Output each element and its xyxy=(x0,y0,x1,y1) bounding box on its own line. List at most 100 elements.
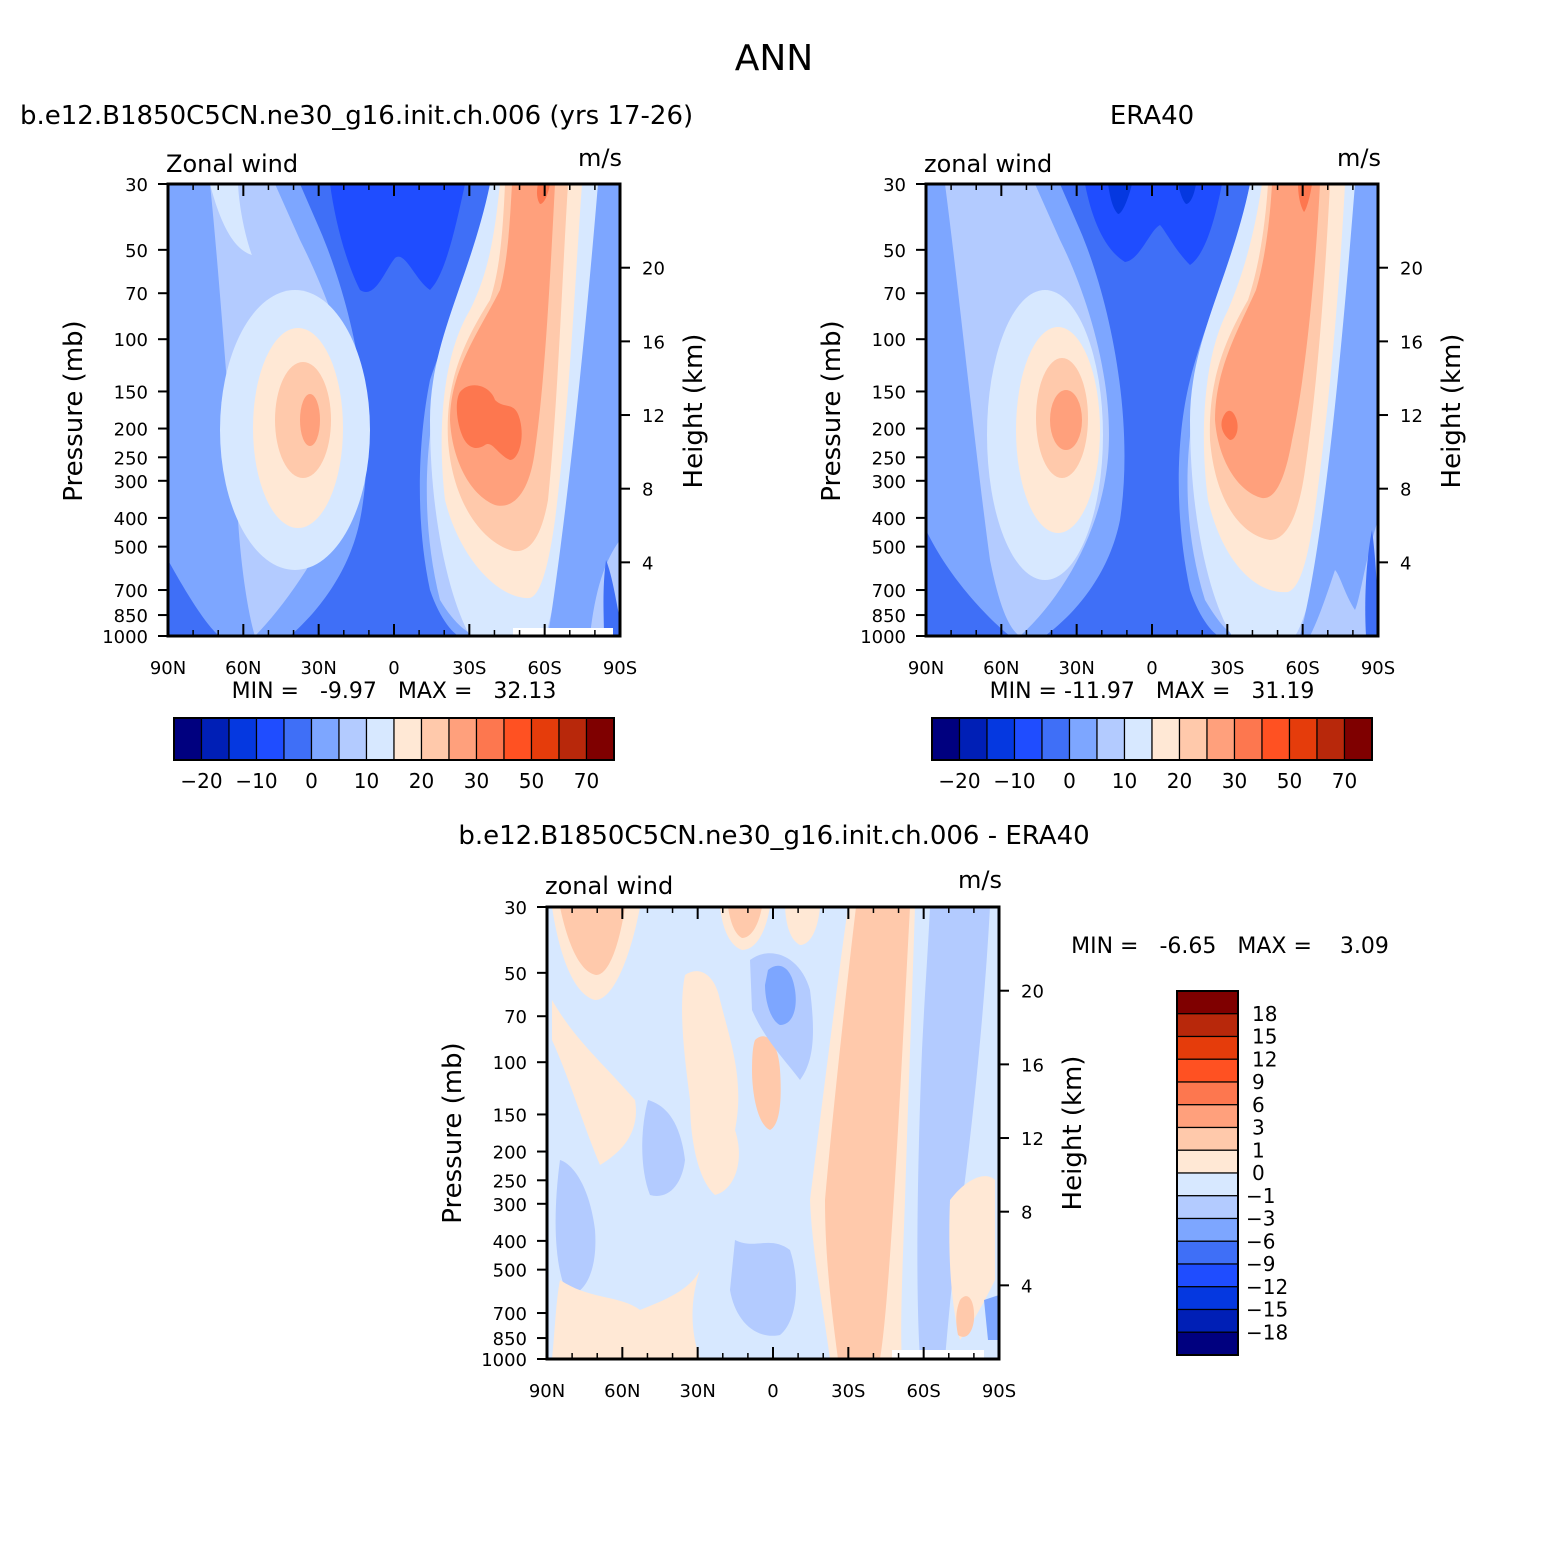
colorbar-label: 10 xyxy=(1112,769,1137,793)
contour-band xyxy=(765,965,796,1025)
colorbar-swatch xyxy=(1176,1331,1239,1356)
y2-tick-label: 12 xyxy=(1400,406,1423,427)
colorbar-label: 20 xyxy=(409,769,434,793)
contour-band xyxy=(1215,184,1320,499)
colorbar-swatch xyxy=(365,717,395,761)
colorbar-swatch xyxy=(958,717,988,761)
x-tick-label: 60N xyxy=(983,658,1019,679)
contour-band xyxy=(1221,410,1238,440)
contour-field xyxy=(926,184,1378,636)
colorbar-swatch xyxy=(1233,717,1263,761)
y2-tick-label: 20 xyxy=(1400,259,1423,280)
contour-band xyxy=(642,1100,685,1196)
colorbar-label: 10 xyxy=(354,769,379,793)
colorbar-swatch xyxy=(1343,717,1373,761)
colorbar-label: −20 xyxy=(180,769,222,793)
x-tick-label: 30S xyxy=(831,1381,865,1402)
y-tick-label: 850 xyxy=(493,1329,527,1350)
colorbar-label: 3 xyxy=(1252,1116,1265,1140)
contour-band xyxy=(210,184,252,255)
y-tick-label: 50 xyxy=(125,241,148,262)
contour-band xyxy=(1300,184,1378,636)
contour-band xyxy=(1365,530,1378,636)
colorbar-label: 20 xyxy=(1167,769,1192,793)
y-axis-label: Pressure (mb) xyxy=(438,1042,468,1223)
colorbar-label: 0 xyxy=(1252,1161,1265,1185)
page-title: ANN xyxy=(735,38,814,79)
colorbar-swatch xyxy=(173,717,203,761)
colorbar-label: −15 xyxy=(1246,1298,1288,1322)
y-tick-label: 1000 xyxy=(481,1350,527,1371)
x-tick-label: 90N xyxy=(908,658,944,679)
y-tick-label: 700 xyxy=(114,581,148,602)
colorbar-swatch xyxy=(585,717,615,761)
y-tick-label: 850 xyxy=(872,606,906,627)
colorbar-label: 70 xyxy=(574,769,599,793)
contour-band xyxy=(603,560,620,636)
contour-band xyxy=(825,907,910,1359)
units-label: m/s xyxy=(578,144,622,172)
y-tick-label: 30 xyxy=(883,175,906,196)
panel-difference: b.e12.B1850C5CN.ne30_g16.init.ch.006 - E… xyxy=(438,821,1389,1402)
x-tick-label: 90N xyxy=(529,1381,565,1402)
contour-band xyxy=(682,971,739,1195)
y-tick-label: 150 xyxy=(114,382,148,403)
y-axis-label: Pressure (mb) xyxy=(59,320,89,501)
x-tick-label: 30N xyxy=(1058,658,1094,679)
colorbar-label: 12 xyxy=(1252,1047,1277,1071)
colorbar-swatch xyxy=(1176,1172,1239,1197)
panel-title: ERA40 xyxy=(1110,101,1194,131)
colorbar-label: −1 xyxy=(1246,1184,1275,1208)
colorbar-swatch xyxy=(1068,717,1098,761)
y2-tick-label: 4 xyxy=(1021,1276,1032,1297)
y-tick-label: 1000 xyxy=(860,627,906,648)
x-tick-label: 0 xyxy=(1146,658,1157,679)
colorbar-label: 1 xyxy=(1252,1138,1265,1162)
colorbar-swatch xyxy=(1123,717,1153,761)
y-tick-label: 30 xyxy=(125,175,148,196)
y-tick-label: 100 xyxy=(872,330,906,351)
y-tick-label: 300 xyxy=(114,472,148,493)
y-tick-label: 150 xyxy=(872,382,906,403)
colorbar: −20 −10 0 10 20 30 50 70 xyxy=(931,717,1373,793)
colorbar-swatch xyxy=(1206,717,1236,761)
colorbar-frame xyxy=(1176,990,1239,1356)
colorbar-swatch xyxy=(1176,1286,1239,1311)
colorbar-label: −10 xyxy=(235,769,277,793)
contour-band xyxy=(728,907,762,938)
x-tick-label: 30S xyxy=(452,658,486,679)
colorbar-swatch xyxy=(931,717,961,761)
x-tick-label: 60N xyxy=(225,658,261,679)
y2-tick-label: 16 xyxy=(642,332,665,353)
y2-tick-label: 20 xyxy=(642,259,665,280)
contour-band xyxy=(555,1160,596,1295)
y2-axis-label: Height (km) xyxy=(1437,334,1467,489)
colorbar-label: 50 xyxy=(1277,769,1302,793)
y2-tick-label: 8 xyxy=(642,480,653,501)
panel-title: b.e12.B1850C5CN.ne30_g16.init.ch.006 (yr… xyxy=(20,101,693,131)
colorbar-swatch xyxy=(283,717,313,761)
contour-band xyxy=(1178,184,1196,204)
colorbar-label: 70 xyxy=(1332,769,1357,793)
colorbar-swatch xyxy=(1176,1081,1239,1106)
y-tick-label: 70 xyxy=(504,1007,527,1028)
colorbar-swatch xyxy=(393,717,423,761)
colorbar-swatch xyxy=(1176,990,1239,1015)
colorbar-label: 0 xyxy=(1063,769,1076,793)
colorbar-swatch xyxy=(1176,1013,1239,1038)
panel-title: b.e12.B1850C5CN.ne30_g16.init.ch.006 - E… xyxy=(458,821,1089,851)
min-max-stats: MIN = -9.97 MAX = 32.13 xyxy=(232,679,557,704)
contour-band xyxy=(1298,184,1312,212)
variable-label: Zonal wind xyxy=(166,150,298,178)
x-tick-label: 0 xyxy=(388,658,399,679)
y-tick-label: 400 xyxy=(493,1232,527,1253)
y2-tick-label: 4 xyxy=(1400,553,1411,574)
contour-band xyxy=(290,184,490,636)
colorbar-swatch xyxy=(1316,717,1346,761)
colorbar-swatch xyxy=(1288,717,1318,761)
y2-tick-label: 20 xyxy=(1021,982,1044,1003)
contour-band xyxy=(300,394,320,446)
